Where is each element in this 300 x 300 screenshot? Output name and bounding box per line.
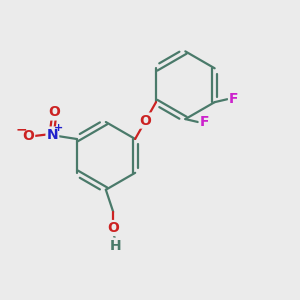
Text: F: F <box>200 115 209 129</box>
Text: F: F <box>229 92 238 106</box>
Text: O: O <box>22 129 34 143</box>
Text: O: O <box>140 114 152 128</box>
Text: H: H <box>110 239 122 253</box>
Text: O: O <box>107 221 119 235</box>
Text: +: + <box>54 123 64 133</box>
Text: O: O <box>48 106 60 119</box>
Text: −: − <box>15 122 27 136</box>
Text: N: N <box>46 128 58 142</box>
